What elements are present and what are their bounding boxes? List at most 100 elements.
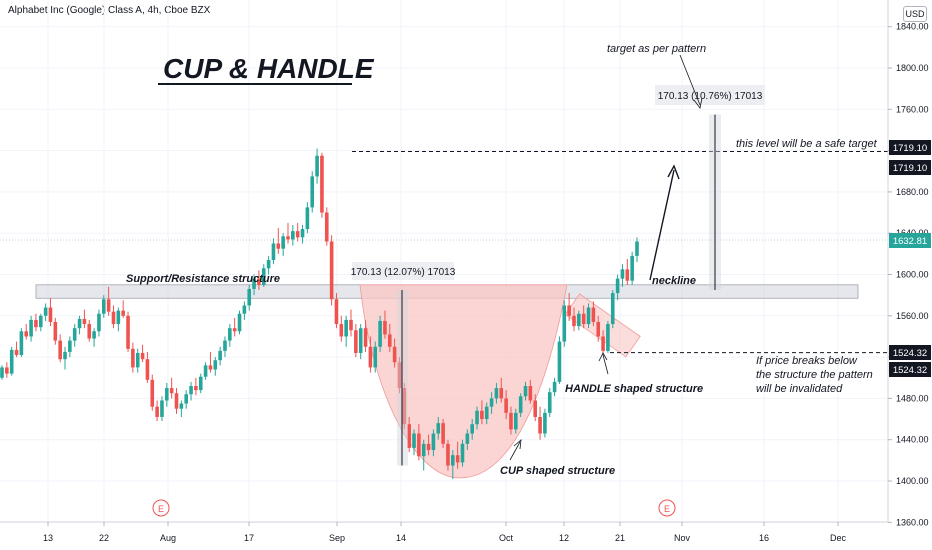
y-tick-label: 1560.00 [896, 311, 929, 321]
candle-body [344, 319, 348, 337]
candle-body [431, 433, 436, 451]
candle-body [276, 243, 281, 249]
candle-body [131, 348, 135, 368]
candle-body [625, 269, 630, 281]
candle-body [426, 443, 431, 451]
candle-body [528, 386, 533, 401]
y-tick-label: 1680.00 [896, 187, 929, 197]
x-tick-label: Dec [830, 533, 847, 543]
candle-body [77, 318, 82, 329]
candles [0, 148, 639, 479]
candle-body [24, 331, 29, 337]
candle-body [126, 315, 130, 349]
y-tick-label: 1440.00 [896, 435, 929, 445]
earnings-marker-2[interactable]: E [658, 499, 676, 517]
candle-body [630, 255, 634, 281]
price-tag-last: 1632.81 [889, 233, 931, 248]
candle-body [9, 349, 14, 374]
candle-body [72, 328, 77, 341]
candle-body [53, 321, 58, 341]
x-tick-label: 21 [615, 533, 625, 543]
invalidation-note-3: will be invalidated [756, 383, 843, 395]
candle-body [349, 319, 353, 331]
candle-body [402, 388, 407, 425]
y-tick-label: 1400.00 [896, 476, 929, 486]
candle-body [291, 231, 295, 240]
candle-body [538, 416, 542, 434]
candle-body [232, 328, 237, 332]
breakout-arrow [649, 169, 675, 281]
measure-left-label-bg [352, 262, 454, 280]
y-tick-label: 1480.00 [896, 393, 929, 403]
candle-body [295, 231, 300, 238]
candle-body [383, 320, 387, 335]
candle-body [412, 433, 416, 448]
candle-body [286, 236, 290, 240]
candle-body [455, 455, 460, 463]
candle-body [373, 346, 378, 368]
x-tick-label: 22 [99, 533, 109, 543]
candle-body [145, 359, 150, 380]
candle-body [354, 330, 358, 353]
candle-body [523, 386, 528, 397]
candle-body [329, 241, 334, 300]
candle-body [121, 310, 125, 316]
candle-body [324, 212, 329, 242]
currency-badge[interactable]: USD [903, 6, 927, 22]
y-tick-label: 1760.00 [896, 104, 929, 114]
candle-body [533, 400, 538, 417]
candle-body [557, 341, 562, 382]
candle-body [140, 352, 145, 360]
measure-left-label: 170.13 (12.07%) 17013 [351, 267, 456, 278]
candle-body [484, 406, 489, 420]
cup-note: CUP shaped structure [500, 465, 615, 477]
candle-body [194, 386, 198, 391]
candle-body [494, 388, 499, 399]
candle-body [213, 360, 218, 370]
candle-body [237, 313, 242, 332]
candle-body [165, 388, 169, 401]
candle-body [397, 362, 402, 389]
candle-body [596, 321, 601, 337]
candle-body [378, 320, 382, 347]
candle-body [509, 412, 513, 430]
candle-body [38, 315, 43, 328]
candle-body [271, 243, 276, 261]
candle-body [29, 319, 33, 337]
candle-body [320, 155, 324, 213]
candle-body [475, 410, 479, 425]
candle-body [58, 340, 62, 360]
candle-body [242, 305, 247, 314]
candle-body [82, 318, 87, 325]
cup-shape [359, 284, 568, 479]
candle-body [635, 241, 639, 256]
earnings-marker-2-label: E [664, 504, 670, 514]
candle-body [68, 340, 72, 352]
candle-body [315, 155, 319, 177]
handle-pointer [602, 354, 609, 375]
candle-body [252, 278, 256, 289]
candle-body [436, 423, 441, 434]
candle-body [257, 278, 261, 285]
candle-body [363, 328, 368, 347]
measure-right-label: 170.13 (10.76%) 17013 [658, 91, 763, 102]
earnings-marker-1[interactable]: E [152, 499, 170, 517]
candle-body [261, 268, 266, 285]
candle-body [417, 433, 421, 457]
candle-body [581, 313, 586, 325]
candle-body [14, 349, 19, 356]
candle-body [441, 423, 445, 444]
x-tick-label: 16 [759, 533, 769, 543]
candle-body [547, 392, 552, 413]
candle-body [101, 299, 106, 314]
candle-body [572, 315, 576, 327]
candle-body [518, 396, 523, 413]
candle-body [160, 400, 164, 417]
candle-body [247, 288, 252, 306]
candle-body [615, 278, 620, 294]
candle-body [504, 398, 508, 413]
candle-body [300, 229, 305, 238]
candle-body [334, 299, 339, 325]
x-tick-label: Nov [674, 533, 691, 543]
